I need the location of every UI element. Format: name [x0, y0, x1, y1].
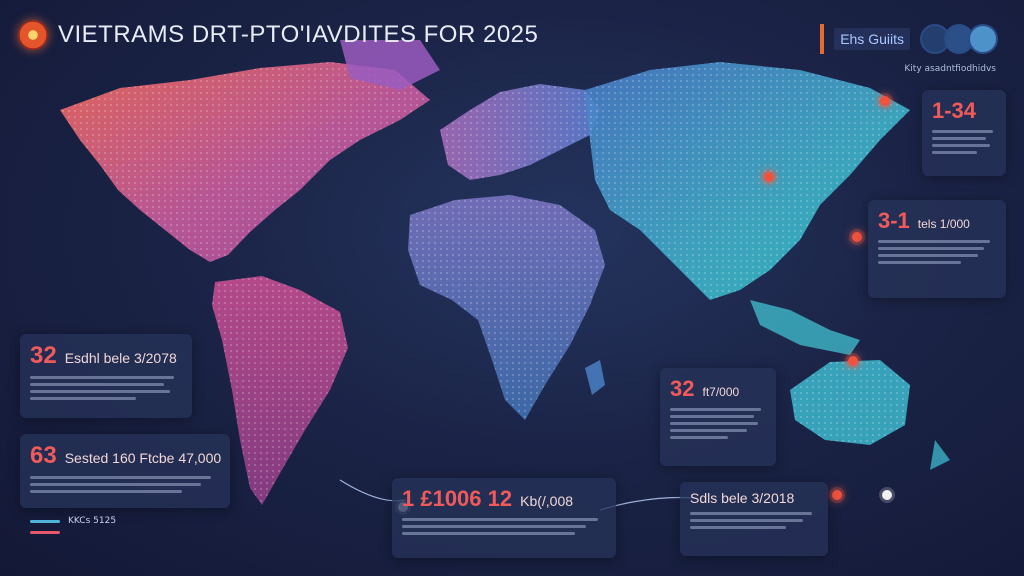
legend: KKCs 5125	[30, 516, 116, 539]
stat-label: Esdhl bele 3/2078	[64, 350, 177, 366]
top-badge[interactable]: Ehs Guiits	[834, 28, 910, 50]
stat-card[interactable]: 63 Sested 160 Ftcbe 47,000	[20, 434, 230, 508]
asia	[585, 62, 910, 355]
stat-label: Sdls bele 3/2018	[690, 490, 795, 506]
legend-item: KKCs 5125	[30, 516, 116, 526]
map-marker[interactable]	[852, 232, 862, 242]
stat-card[interactable]: 32 Esdhl bele 3/2078	[20, 334, 192, 418]
south-america	[212, 276, 348, 505]
stat-number: 1-34	[932, 98, 977, 123]
europe	[440, 84, 600, 180]
stat-label: Kb(/,008	[520, 493, 574, 509]
stat-label: ft7/000	[702, 385, 740, 399]
top-right-toolbar: Ehs Guiits	[820, 24, 998, 54]
avatar[interactable]	[968, 24, 998, 54]
legend-swatch	[30, 519, 60, 523]
card-text-lines	[670, 408, 766, 439]
stat-card[interactable]: 3-1 tels 1/000	[868, 200, 1006, 298]
stat-number: 32	[30, 342, 57, 369]
card-text-lines	[402, 518, 606, 535]
top-subtitle: Kity asadntfiodhidvs	[904, 64, 996, 74]
map-marker[interactable]	[764, 172, 774, 182]
stat-card[interactable]: 1 £1006 12 Kb(/,008	[392, 478, 616, 558]
legend-swatch	[30, 531, 60, 534]
legend-label: KKCs 5125	[68, 516, 117, 526]
card-text-lines	[30, 476, 220, 493]
card-text-lines	[878, 240, 996, 264]
card-text-lines	[690, 512, 818, 529]
stat-card[interactable]: 1-34	[922, 90, 1006, 176]
stat-card[interactable]: Sdls bele 3/2018	[680, 482, 828, 556]
stat-card[interactable]: 32 ft7/000	[660, 368, 776, 466]
stat-label: tels 1/000	[917, 217, 970, 231]
map-marker[interactable]	[882, 490, 892, 500]
avatar-group[interactable]	[920, 24, 998, 54]
stat-number: 63	[30, 442, 57, 469]
stat-label: Sested 160 Ftcbe 47,000	[64, 450, 222, 466]
north-america	[60, 40, 440, 262]
stat-number: 3-1	[878, 208, 910, 233]
accent-divider	[820, 24, 825, 54]
map-marker[interactable]	[832, 490, 842, 500]
stat-number: 1 £1006 12	[402, 486, 513, 511]
page-title: VIETRAMS DRT-PTO'IAVDITES FOR 2025	[18, 20, 538, 50]
title-text: VIETRAMS DRT-PTO'IAVDITES FOR 2025	[58, 21, 539, 48]
stat-number: 32	[670, 376, 695, 401]
card-text-lines	[932, 130, 996, 154]
legend-item	[30, 531, 116, 534]
logo-icon	[18, 20, 48, 50]
australia	[790, 360, 950, 470]
map-marker[interactable]	[880, 96, 890, 106]
africa	[408, 195, 605, 420]
map-marker[interactable]	[848, 356, 858, 366]
card-text-lines	[30, 376, 182, 400]
